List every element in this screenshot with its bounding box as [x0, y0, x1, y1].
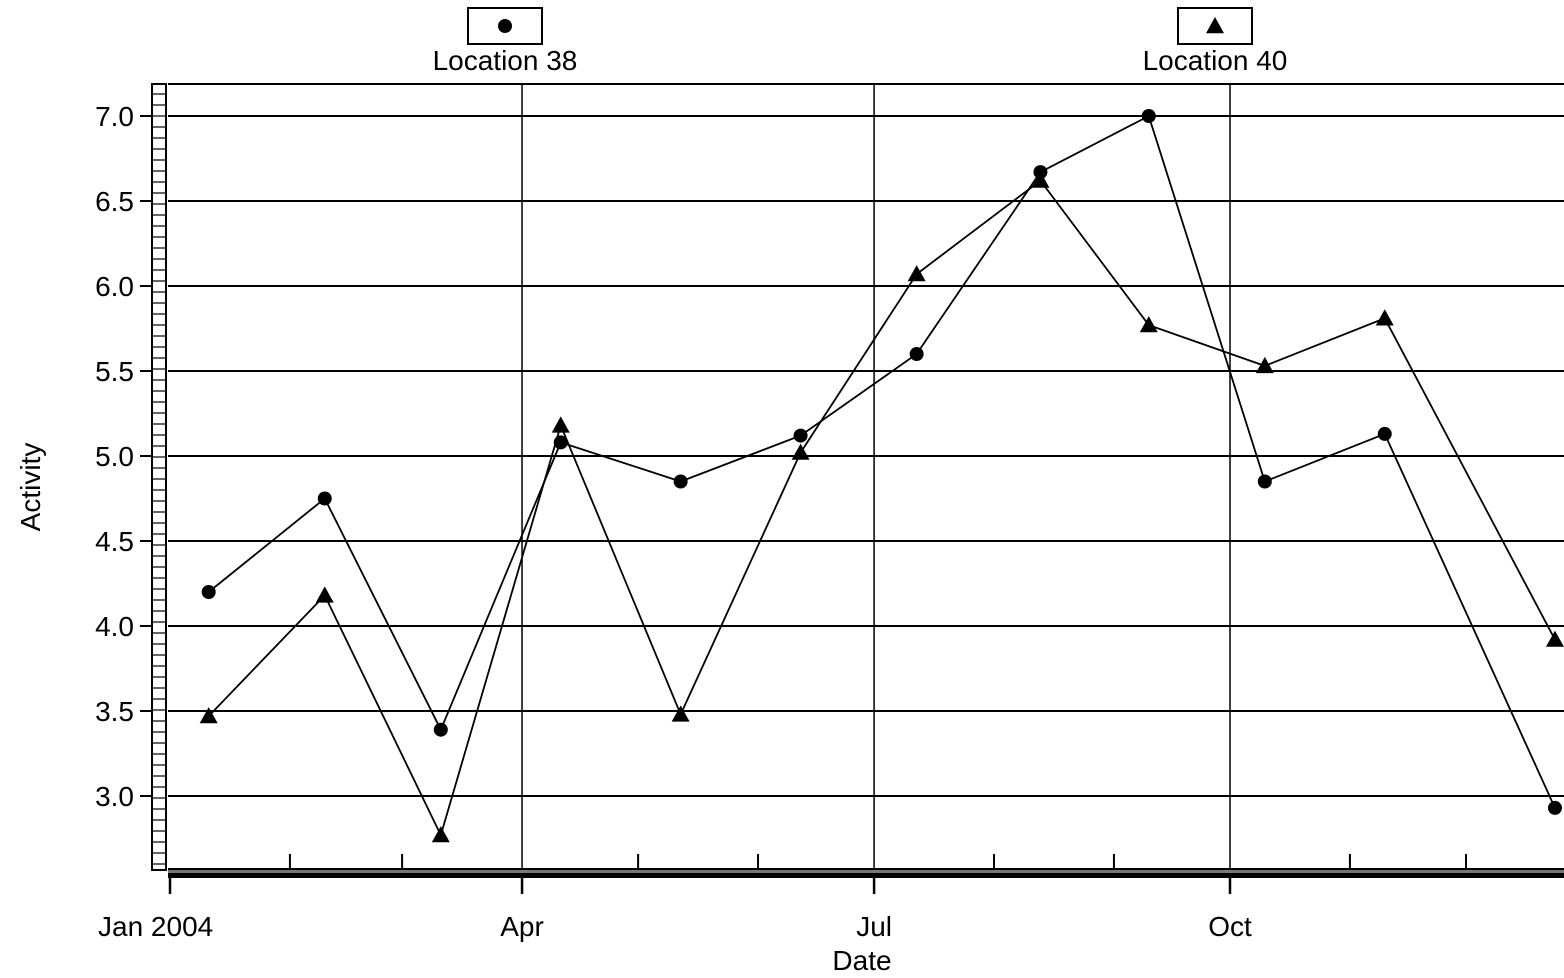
y-tick-label: 4.5 — [95, 526, 134, 557]
series-line — [208, 179, 1556, 838]
y-tick-label: 3.5 — [95, 696, 134, 727]
series-layer — [199, 109, 1564, 843]
y-axis-ruler — [151, 83, 167, 871]
triangle-marker — [1375, 309, 1394, 326]
circle-marker — [317, 491, 332, 506]
circle-marker — [433, 722, 448, 737]
y-axis: 3.0 3.5 4.0 4.5 5.0 5.5 6.0 6.5 7.0 — [95, 101, 152, 812]
triangle-marker — [671, 705, 690, 722]
y-tick-label: 4.0 — [95, 611, 134, 642]
circle-marker — [1141, 109, 1156, 123]
triangle-marker — [315, 586, 334, 603]
series-location-38 — [201, 109, 1562, 815]
x-tick-label: Apr — [500, 911, 544, 942]
triangle-marker — [431, 826, 450, 843]
y-tick-label: 6.0 — [95, 271, 134, 302]
x-tick-label: Oct — [1208, 911, 1252, 942]
legend-label: Location 40 — [1143, 45, 1288, 76]
y-ruler-frame — [151, 83, 167, 871]
triangle-marker — [1255, 356, 1274, 374]
circle-marker — [673, 474, 688, 489]
y-tick-label: 5.0 — [95, 441, 134, 472]
legend-entry: Location 40 — [1143, 7, 1288, 76]
legend: Location 38 Location 40 — [433, 7, 1288, 76]
y-tick-label: 6.5 — [95, 186, 134, 217]
triangle-marker — [907, 265, 926, 282]
circle-marker — [909, 347, 924, 361]
circle-marker — [201, 585, 216, 599]
triangle-marker — [1139, 316, 1158, 333]
series-line — [208, 114, 1556, 809]
x-axis-bar-highlight — [168, 870, 1564, 873]
series-location-40 — [199, 171, 1564, 843]
circle-marker — [1547, 800, 1562, 815]
legend-circle-marker — [498, 19, 512, 33]
y-tick-label: 7.0 — [95, 101, 134, 132]
x-axis: Jan 2004 Apr Jul Oct — [98, 854, 1564, 942]
circle-marker — [793, 428, 808, 443]
x-tick-label: Jan 2004 — [98, 911, 213, 942]
circle-marker — [1257, 474, 1272, 489]
x-tick-label: Jul — [856, 911, 892, 942]
triangle-marker — [791, 443, 810, 460]
legend-triangle-marker — [1206, 17, 1224, 34]
circle-marker — [1377, 426, 1392, 441]
legend-label: Location 38 — [433, 45, 578, 76]
plot-background — [152, 84, 1564, 870]
triangle-marker — [1031, 171, 1050, 188]
y-tick-label: 3.0 — [95, 781, 134, 812]
y-tick-label: 5.5 — [95, 356, 134, 387]
legend-entry: Location 38 — [433, 7, 578, 76]
triangle-marker — [551, 416, 570, 433]
y-axis-title: Activity — [15, 443, 46, 532]
grid — [168, 83, 1564, 870]
triangle-marker — [199, 707, 218, 724]
triangle-marker — [1545, 630, 1564, 647]
x-axis-title: Date — [832, 945, 891, 976]
